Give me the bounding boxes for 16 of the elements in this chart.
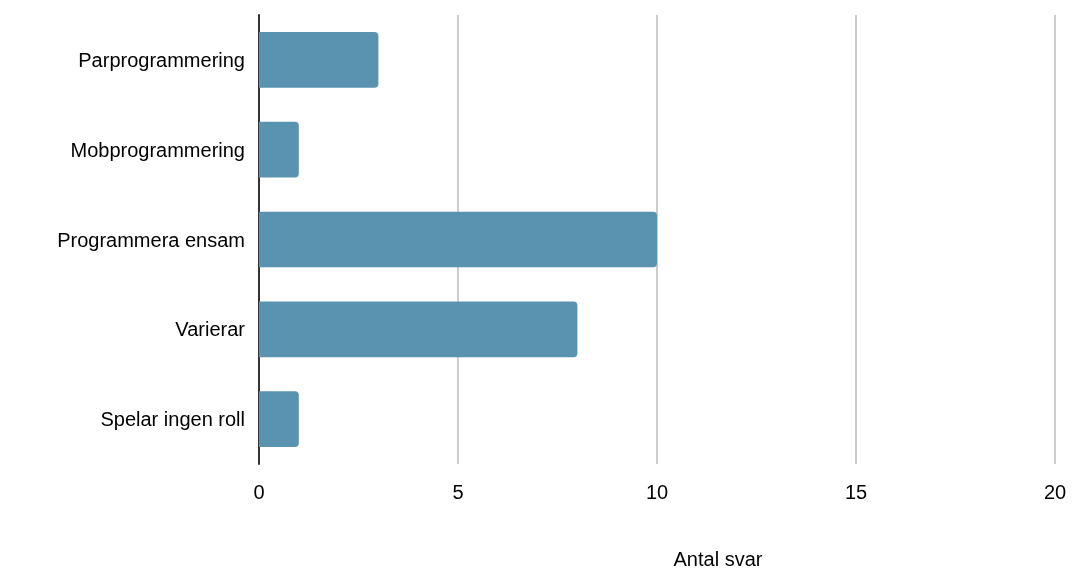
x-tick-label: 10 [645, 481, 669, 503]
bar [259, 121, 299, 178]
bar [259, 211, 657, 268]
x-tick-label: 5 [452, 481, 464, 503]
y-tick-label: Parprogrammering [78, 48, 245, 71]
y-tick-label: Mobprogrammering [70, 138, 245, 161]
x-tick-label: 0 [253, 481, 265, 503]
bar [259, 391, 299, 447]
y-tick-label: Spelar ingen roll [100, 408, 245, 431]
bar [259, 32, 379, 88]
x-tick-label: 15 [844, 481, 868, 503]
x-tick-label: 20 [1043, 481, 1067, 503]
y-tick-label: Programmera ensam [57, 228, 245, 251]
bar [259, 301, 578, 358]
x-axis-title: Antal svar [673, 548, 763, 570]
y-tick-label: Varierar [175, 318, 246, 341]
